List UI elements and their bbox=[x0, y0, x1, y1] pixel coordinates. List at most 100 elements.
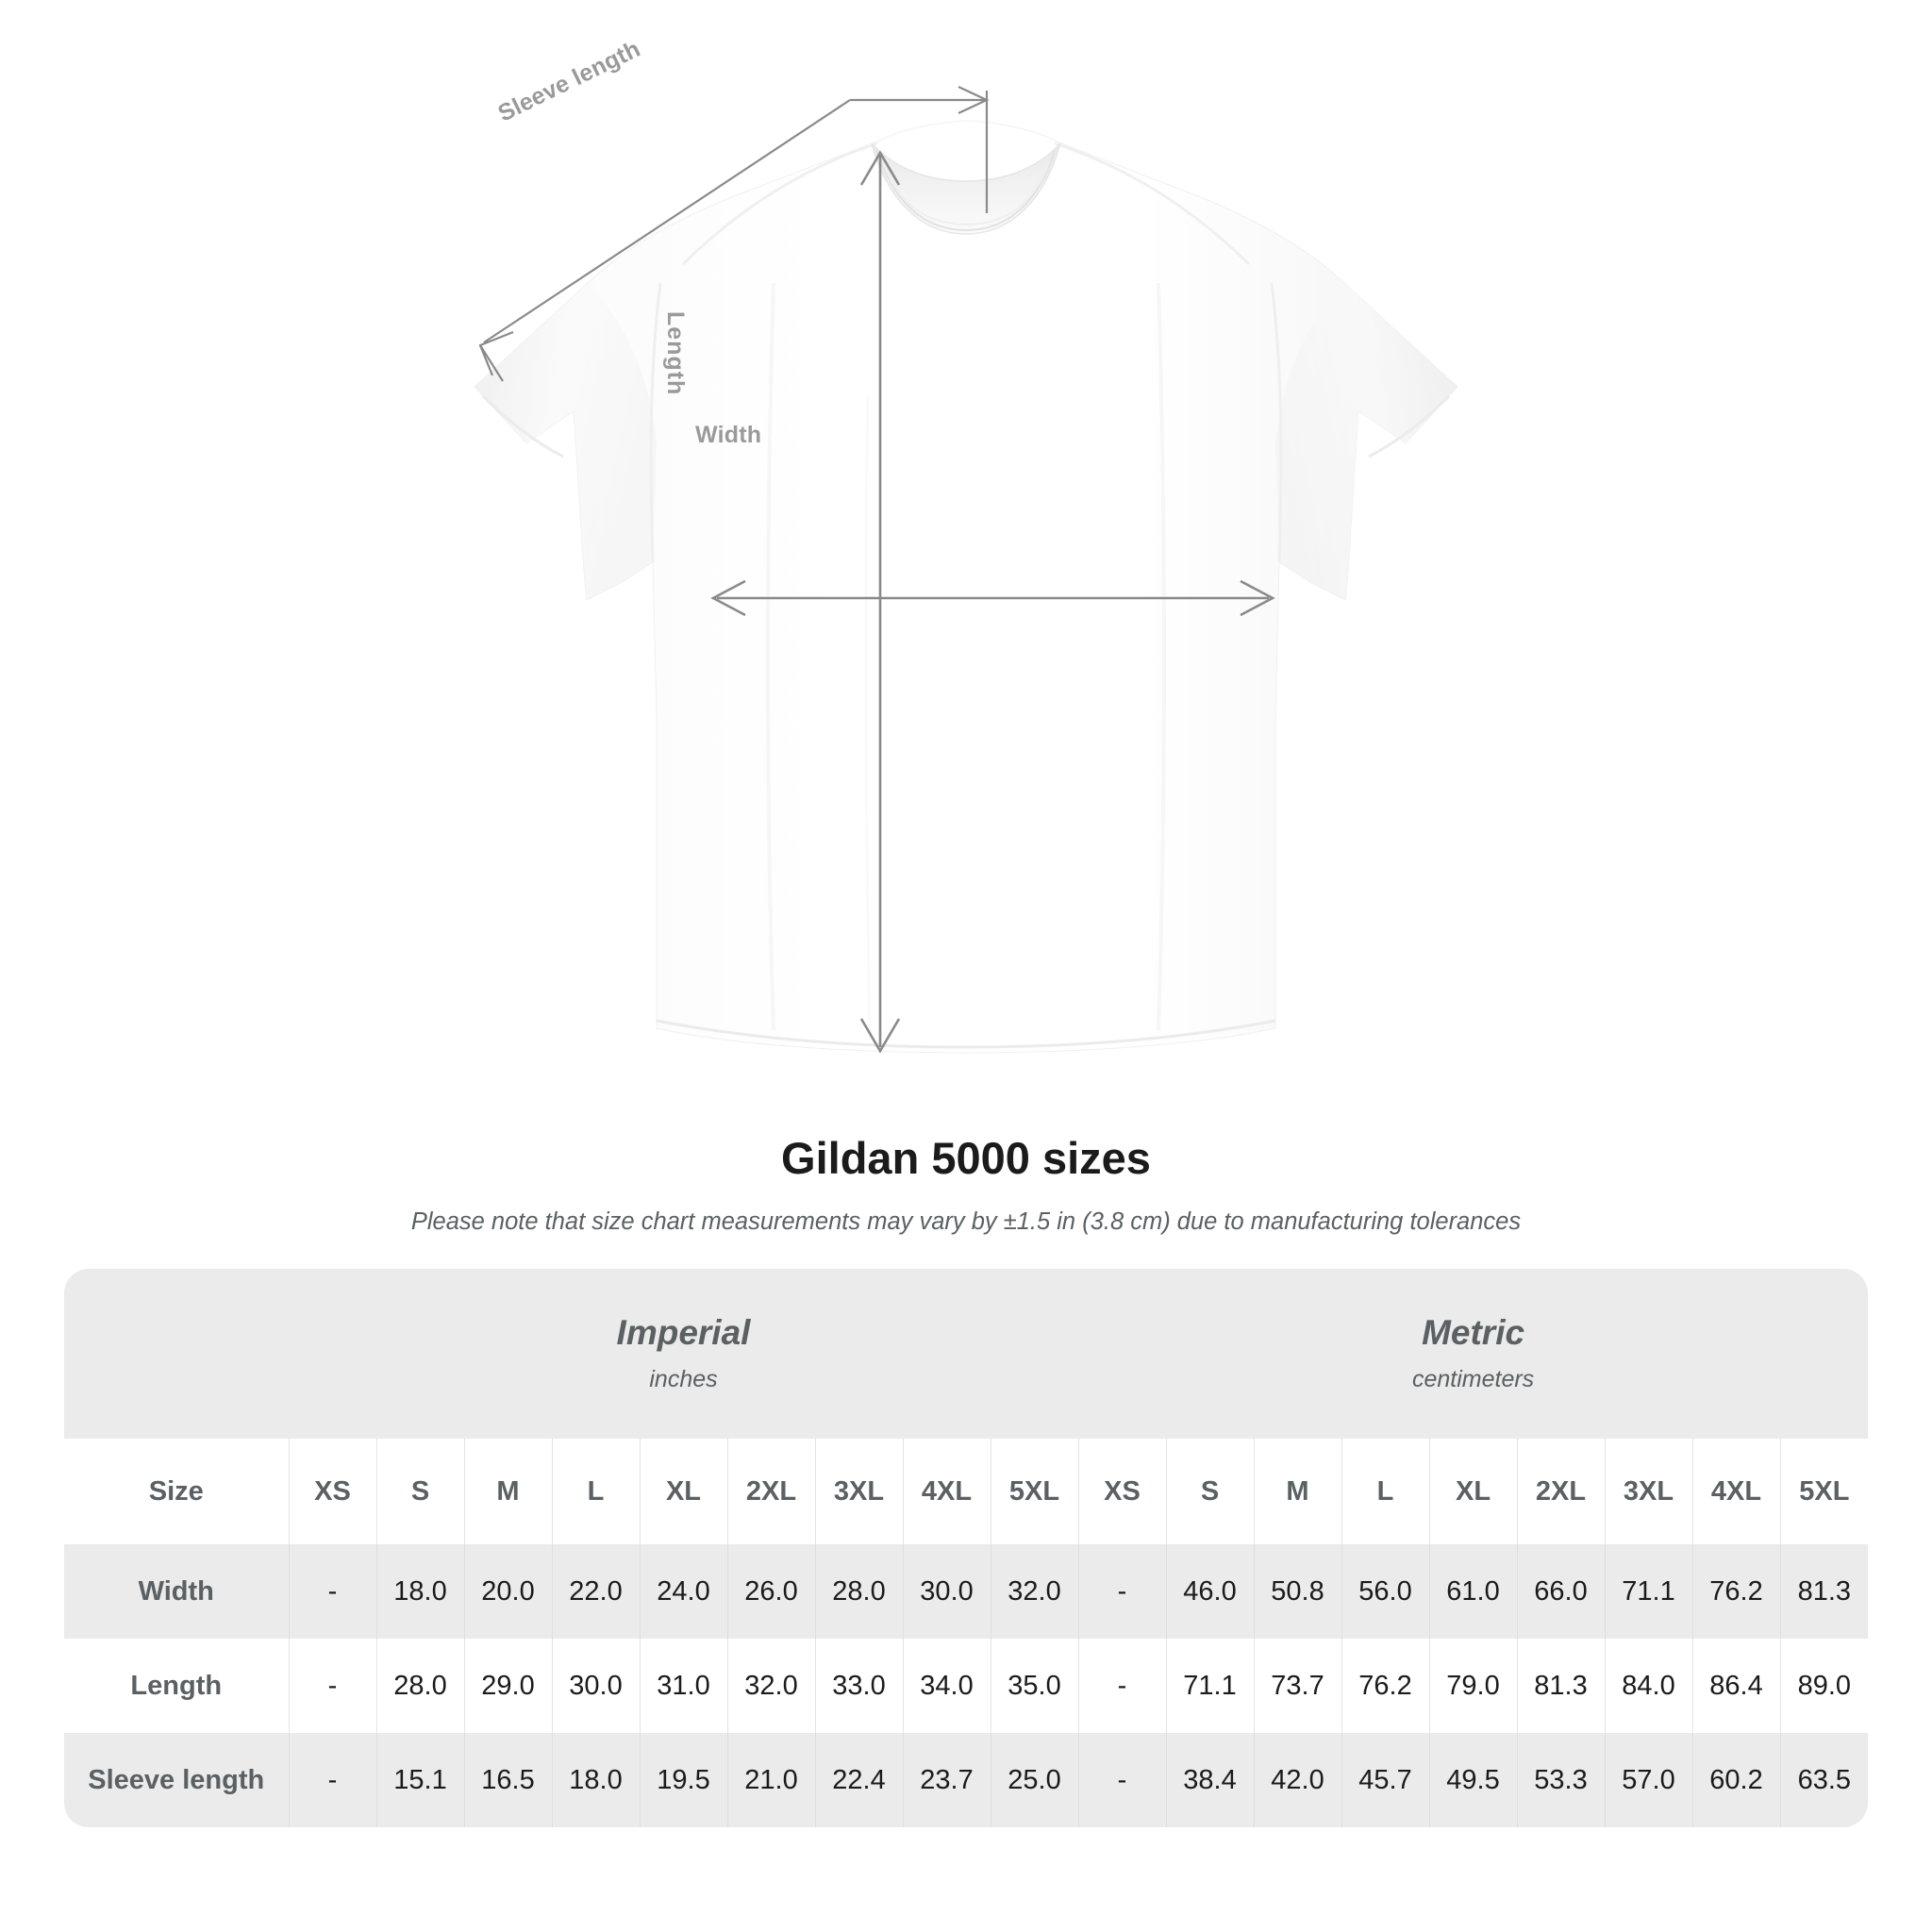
size-header-metric-2xl: 2XL bbox=[1516, 1439, 1606, 1544]
size-header-imperial-m: M bbox=[463, 1439, 552, 1544]
size-header-metric-3xl: 3XL bbox=[1604, 1439, 1693, 1544]
cell-sleeve-imperial-2xl: 21.0 bbox=[726, 1733, 815, 1827]
unit-group-metric: Metric centimeters bbox=[1078, 1269, 1868, 1439]
cell-sleeve-imperial-3xl: 22.4 bbox=[814, 1733, 903, 1827]
cell-length-metric-l: 76.2 bbox=[1341, 1639, 1430, 1733]
cell-sleeve-metric-l: 45.7 bbox=[1341, 1733, 1430, 1827]
cell-width-imperial-2xl: 26.0 bbox=[726, 1544, 815, 1639]
cell-width-imperial-5xl: 32.0 bbox=[990, 1544, 1079, 1639]
cell-length-imperial-4xl: 34.0 bbox=[902, 1639, 991, 1733]
size-header-imperial-xl: XL bbox=[639, 1439, 727, 1544]
unit-banner-row: Imperial inches Metric centimeters bbox=[64, 1269, 1869, 1439]
cell-width-metric-xl: 61.0 bbox=[1428, 1544, 1518, 1639]
cell-sleeve-imperial-m: 16.5 bbox=[463, 1733, 552, 1827]
size-header-imperial-s: S bbox=[375, 1439, 464, 1544]
cell-length-metric-3xl: 84.0 bbox=[1604, 1639, 1693, 1733]
size-column-header: Size bbox=[148, 1475, 204, 1507]
tshirt-illustration-svg bbox=[474, 86, 1458, 1054]
size-header-metric-l: L bbox=[1341, 1439, 1430, 1544]
cell-width-imperial-s: 18.0 bbox=[375, 1544, 464, 1639]
size-header-metric-5xl: 5XL bbox=[1779, 1439, 1869, 1544]
cell-length-imperial-m: 29.0 bbox=[463, 1639, 552, 1733]
cell-length-imperial-xl: 31.0 bbox=[639, 1639, 727, 1733]
size-header-metric-m: M bbox=[1253, 1439, 1342, 1544]
cell-sleeve-metric-xs: - bbox=[1077, 1733, 1167, 1827]
unit-name-imperial: Imperial bbox=[616, 1313, 751, 1353]
size-header-imperial-2xl: 2XL bbox=[726, 1439, 815, 1544]
cell-sleeve-imperial-s: 15.1 bbox=[375, 1733, 464, 1827]
cell-width-imperial-4xl: 30.0 bbox=[902, 1544, 991, 1639]
table-row: Sleeve length - 15.1 16.5 18.0 19.5 21.0… bbox=[64, 1733, 1869, 1827]
length-dimension-line bbox=[859, 150, 901, 1054]
unit-group-imperial: Imperial inches bbox=[289, 1269, 1078, 1439]
cell-width-metric-2xl: 66.0 bbox=[1516, 1544, 1606, 1639]
cell-length-imperial-l: 30.0 bbox=[551, 1639, 640, 1733]
unit-sub-imperial: inches bbox=[649, 1365, 718, 1392]
cell-length-metric-s: 71.1 bbox=[1165, 1639, 1255, 1733]
cell-width-imperial-xs: - bbox=[288, 1544, 376, 1639]
chart-heading: Gildan 5000 sizes Please note that size … bbox=[0, 1132, 1932, 1236]
cell-width-metric-s: 46.0 bbox=[1165, 1544, 1255, 1639]
cell-sleeve-imperial-l: 18.0 bbox=[551, 1733, 640, 1827]
cell-width-metric-4xl: 76.2 bbox=[1691, 1544, 1781, 1639]
unit-name-metric: Metric bbox=[1422, 1313, 1525, 1353]
cell-sleeve-imperial-xl: 19.5 bbox=[639, 1733, 727, 1827]
tshirt-diagram: Sleeve length Length Width bbox=[474, 36, 1458, 1054]
tolerance-note: Please note that size chart measurements… bbox=[410, 1208, 1522, 1235]
size-header-imperial-l: L bbox=[551, 1439, 640, 1544]
cell-sleeve-metric-3xl: 57.0 bbox=[1604, 1733, 1693, 1827]
cell-width-metric-3xl: 71.1 bbox=[1604, 1544, 1693, 1639]
size-header-metric-s: S bbox=[1165, 1439, 1255, 1544]
cell-width-imperial-l: 22.0 bbox=[551, 1544, 640, 1639]
cell-width-imperial-xl: 24.0 bbox=[639, 1544, 727, 1639]
sleeve-dimension-line bbox=[478, 86, 990, 382]
cell-sleeve-imperial-xs: - bbox=[288, 1733, 376, 1827]
cell-length-metric-xs: - bbox=[1077, 1639, 1167, 1733]
page-title: Gildan 5000 sizes bbox=[781, 1133, 1151, 1183]
table-row: Width - 18.0 20.0 22.0 24.0 26.0 28.0 30… bbox=[64, 1544, 1869, 1639]
size-header-imperial-3xl: 3XL bbox=[814, 1439, 903, 1544]
size-header-row: Size XS S M L XL 2XL 3XL 4XL 5XL XS S M … bbox=[64, 1439, 1869, 1544]
cell-width-metric-5xl: 81.3 bbox=[1779, 1544, 1869, 1639]
cell-sleeve-metric-m: 42.0 bbox=[1253, 1733, 1342, 1827]
cell-width-metric-m: 50.8 bbox=[1253, 1544, 1342, 1639]
tshirt-garment bbox=[474, 120, 1458, 1054]
cell-width-metric-l: 56.0 bbox=[1341, 1544, 1430, 1639]
unit-sub-metric: centimeters bbox=[1411, 1365, 1535, 1392]
size-header-imperial-4xl: 4XL bbox=[902, 1439, 991, 1544]
row-label-length: Length bbox=[130, 1670, 223, 1701]
size-chart-table: Imperial inches Metric centimeters Size … bbox=[64, 1269, 1869, 1827]
cell-sleeve-metric-xl: 49.5 bbox=[1428, 1733, 1518, 1827]
cell-length-imperial-5xl: 35.0 bbox=[990, 1639, 1079, 1733]
size-header-metric-xs: XS bbox=[1077, 1439, 1167, 1544]
size-header-imperial-5xl: 5XL bbox=[990, 1439, 1079, 1544]
cell-width-imperial-3xl: 28.0 bbox=[814, 1544, 903, 1639]
cell-length-metric-2xl: 81.3 bbox=[1516, 1639, 1606, 1733]
cell-sleeve-metric-4xl: 60.2 bbox=[1691, 1733, 1781, 1827]
cell-length-imperial-xs: - bbox=[288, 1639, 376, 1733]
cell-length-imperial-s: 28.0 bbox=[375, 1639, 464, 1733]
width-dimension-line bbox=[710, 579, 1275, 617]
size-header-metric-xl: XL bbox=[1428, 1439, 1518, 1544]
cell-sleeve-imperial-4xl: 23.7 bbox=[902, 1733, 991, 1827]
cell-length-imperial-2xl: 32.0 bbox=[726, 1639, 815, 1733]
cell-sleeve-metric-2xl: 53.3 bbox=[1516, 1733, 1606, 1827]
cell-length-metric-5xl: 89.0 bbox=[1779, 1639, 1869, 1733]
length-label: Length bbox=[662, 311, 689, 396]
cell-width-metric-xs: - bbox=[1077, 1544, 1167, 1639]
size-header-metric-4xl: 4XL bbox=[1691, 1439, 1781, 1544]
cell-sleeve-metric-5xl: 63.5 bbox=[1779, 1733, 1869, 1827]
row-label-sleeve-length: Sleeve length bbox=[88, 1764, 265, 1795]
cell-sleeve-metric-s: 38.4 bbox=[1165, 1733, 1255, 1827]
size-header-imperial-xs: XS bbox=[288, 1439, 376, 1544]
measurement-lines bbox=[478, 86, 1275, 1054]
unit-banner-spacer bbox=[64, 1269, 289, 1439]
size-chart-container: Imperial inches Metric centimeters Size … bbox=[64, 1269, 1869, 1827]
cell-length-metric-xl: 79.0 bbox=[1428, 1639, 1518, 1733]
width-label: Width bbox=[695, 422, 762, 448]
cell-sleeve-imperial-5xl: 25.0 bbox=[990, 1733, 1079, 1827]
cell-length-metric-4xl: 86.4 bbox=[1691, 1639, 1781, 1733]
cell-length-metric-m: 73.7 bbox=[1253, 1639, 1342, 1733]
cell-width-imperial-m: 20.0 bbox=[463, 1544, 552, 1639]
table-row: Length - 28.0 29.0 30.0 31.0 32.0 33.0 3… bbox=[64, 1639, 1869, 1733]
